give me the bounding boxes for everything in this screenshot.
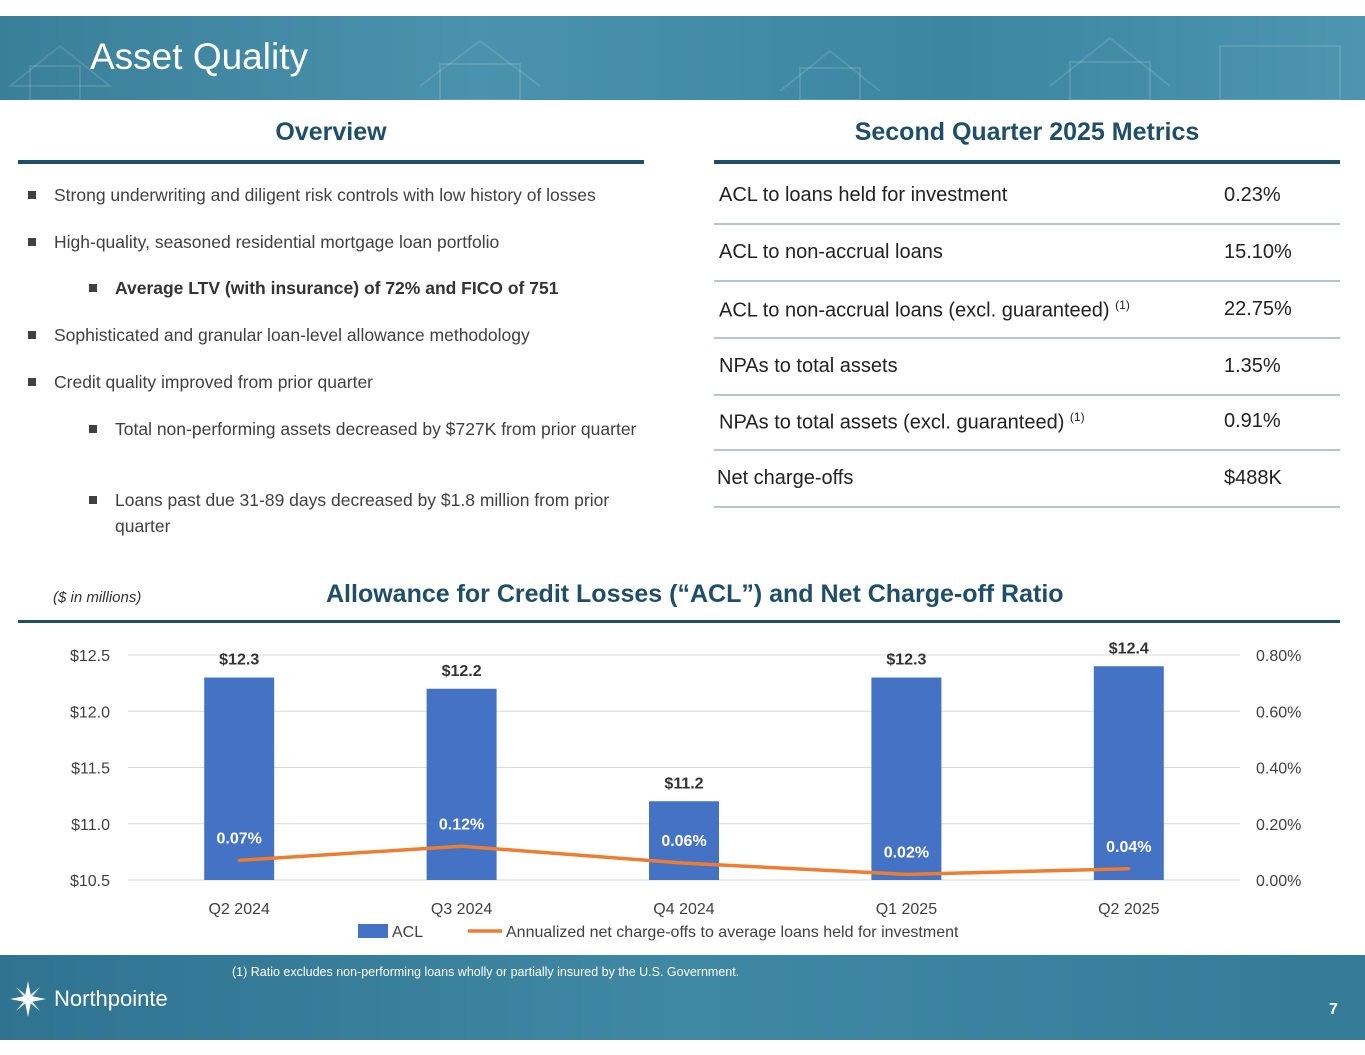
- x-tick-label: Q4 2024: [653, 901, 714, 918]
- logo: Northpointe: [8, 979, 168, 1019]
- line-point: [1127, 867, 1131, 871]
- sub-bullet-item: Loans past due 31-89 days decreased by $…: [89, 487, 649, 539]
- bar-acl: [204, 677, 275, 880]
- bullet-item: High-quality, seasoned residential mortg…: [28, 229, 499, 255]
- banner-pattern: [7, 36, 1341, 100]
- bullet-icon: [28, 191, 36, 199]
- bullet-icon: [28, 331, 36, 339]
- legend-line-label: Annualized net charge-offs to average lo…: [506, 924, 959, 941]
- footer: (1) Ratio excludes non-performing loans …: [0, 955, 1365, 1040]
- y-left-tick-label: $10.5: [70, 873, 110, 890]
- y-right-tick-label: 0.20%: [1256, 817, 1301, 834]
- metric-row: NPAs to total assets 1.35%: [714, 339, 1340, 396]
- metric-row: ACL to non-accrual loans (excl. guarante…: [714, 282, 1340, 339]
- y-left-tick-label: $11.5: [71, 761, 110, 778]
- bar-acl: [871, 677, 942, 880]
- line-point: [237, 858, 241, 862]
- sub-bullet-item: Total non-performing assets decreased by…: [89, 416, 649, 442]
- line-point: [682, 861, 686, 865]
- legend-acl-swatch: [358, 924, 388, 938]
- line-point: [904, 872, 908, 876]
- y-right-tick-label: 0.80%: [1256, 648, 1301, 665]
- x-tick-label: Q1 2025: [876, 901, 937, 918]
- bullet-icon: [89, 425, 97, 433]
- bar-data-label: $11.2: [664, 775, 703, 792]
- line-point: [460, 844, 464, 848]
- bar-acl: [649, 801, 719, 880]
- chart-rule: [18, 620, 1340, 623]
- bullet-icon: [28, 378, 36, 386]
- line-data-label: 0.07%: [217, 830, 262, 847]
- footnote-ref: (1): [1115, 298, 1130, 312]
- bullet-item: Sophisticated and granular loan-level al…: [28, 322, 530, 348]
- y-left-tick-label: $11.0: [71, 817, 110, 834]
- line-data-label: 0.12%: [439, 816, 484, 833]
- bar-data-label: $12.4: [1109, 640, 1149, 657]
- bullet-icon: [89, 496, 97, 504]
- chart-svg: $10.5 0.00% $11.0 0.20% $11.5 0.40% $12.0 0.60%…: [70, 640, 1301, 941]
- bullet-icon: [89, 284, 97, 292]
- y-right-tick-label: 0.60%: [1256, 704, 1301, 721]
- metric-row: ACL to loans held for investment 0.23%: [714, 168, 1340, 225]
- legend-acl-label: ACL: [392, 924, 423, 941]
- page-title: Asset Quality: [90, 36, 308, 77]
- bar-data-label: $12.3: [219, 652, 259, 669]
- y-right-tick-label: 0.00%: [1256, 873, 1301, 890]
- y-right-tick-label: 0.40%: [1256, 761, 1301, 778]
- chart-title: Allowance for Credit Losses (“ACL”) and …: [326, 580, 1064, 608]
- bar-data-label: $12.2: [442, 663, 482, 680]
- chart: $10.5 0.00% $11.0 0.20% $11.5 0.40% $12.0 0.60%…: [0, 620, 1365, 955]
- metrics-heading: Second Quarter 2025 Metrics: [854, 118, 1200, 146]
- metric-row: ACL to non-accrual loans 15.10%: [714, 225, 1340, 282]
- metric-row: Net charge-offs $488K: [714, 451, 1340, 508]
- bullet-icon: [28, 238, 36, 246]
- header-banner: Asset Quality: [0, 16, 1365, 100]
- sub-bullet-item: Average LTV (with insurance) of 72% and …: [89, 275, 649, 301]
- line-data-label: 0.04%: [1106, 839, 1151, 856]
- bar-acl: [1093, 666, 1164, 880]
- compass-icon: [10, 981, 46, 1017]
- bullet-item: Credit quality improved from prior quart…: [28, 369, 373, 395]
- line-data-label: 0.06%: [661, 833, 706, 850]
- footnote-ref: (1): [1069, 410, 1085, 424]
- overview-rule: [18, 160, 644, 164]
- bar-data-label: $12.3: [886, 652, 926, 669]
- metrics-rule: [714, 160, 1340, 164]
- metric-row: NPAs to total assets (excl. guaranteed) …: [714, 396, 1340, 451]
- x-tick-label: Q2 2024: [209, 901, 270, 918]
- x-tick-label: Q2 2025: [1098, 901, 1159, 918]
- bar-acl: [426, 688, 497, 880]
- y-left-tick-label: $12.5: [70, 648, 110, 665]
- y-left-tick-label: $12.0: [70, 704, 110, 721]
- overview-heading: Overview: [275, 118, 387, 146]
- logo-text: Northpointe: [54, 986, 168, 1011]
- line-data-label: 0.02%: [884, 844, 929, 861]
- footnote: (1) Ratio excludes non-performing loans …: [232, 965, 740, 979]
- x-tick-label: Q3 2024: [431, 901, 492, 918]
- bullet-item: Strong underwriting and diligent risk co…: [28, 182, 596, 208]
- page-number: 7: [1329, 1001, 1338, 1018]
- units-note: ($ in millions): [53, 589, 142, 606]
